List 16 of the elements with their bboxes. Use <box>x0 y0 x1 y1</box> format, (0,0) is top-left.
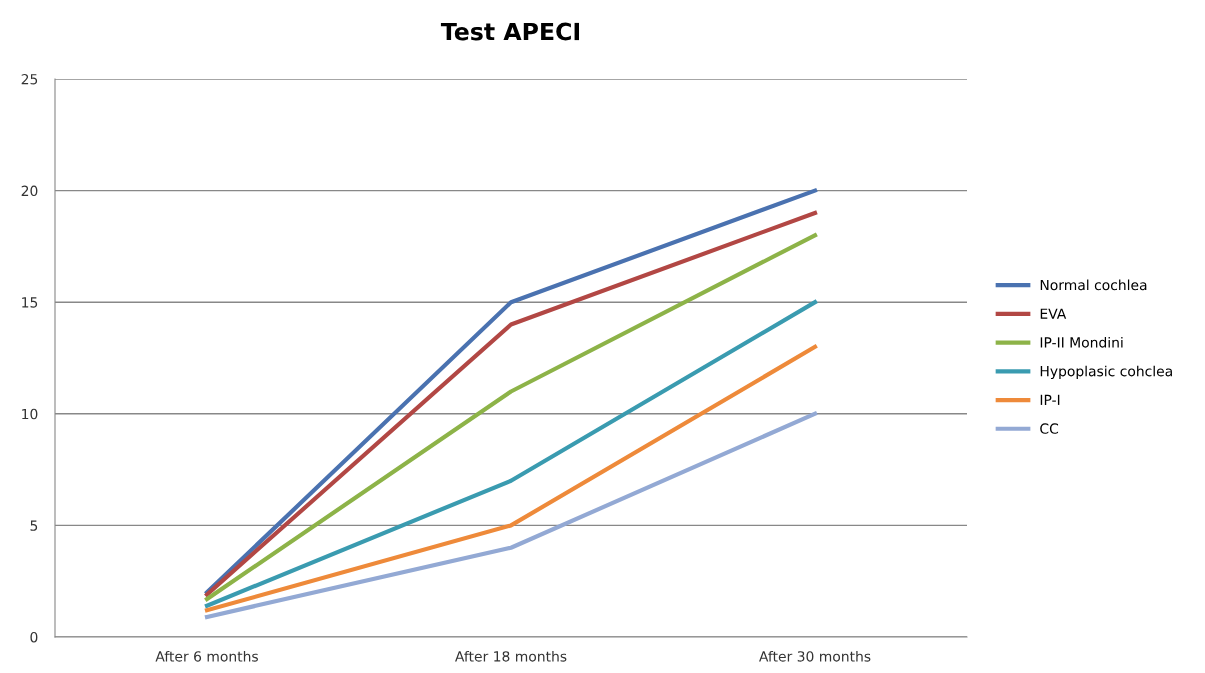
legend-label: Normal cochlea <box>1040 279 1147 291</box>
y-tick-label: 20 <box>21 185 38 197</box>
legend-label: IP-I <box>1040 394 1060 405</box>
legend-label: Hypoplasic cohclea <box>1040 365 1172 380</box>
legend-label: CC <box>1040 423 1059 434</box>
x-tick-label: After 6 months <box>155 650 258 662</box>
x-tick-label: After 30 months <box>759 650 871 662</box>
y-tick-label: 0 <box>30 631 38 643</box>
chart-title: Test APECI <box>440 22 580 41</box>
legend-label: EVA <box>1040 308 1067 319</box>
y-tick-label: 15 <box>22 297 38 308</box>
legend-label: IP-II Mondini <box>1040 336 1123 348</box>
x-tick-label: After 18 months <box>455 650 567 662</box>
y-tick-label: 5 <box>30 520 38 531</box>
y-tick-label: 25 <box>21 73 38 85</box>
y-tick-label: 10 <box>22 408 38 420</box>
